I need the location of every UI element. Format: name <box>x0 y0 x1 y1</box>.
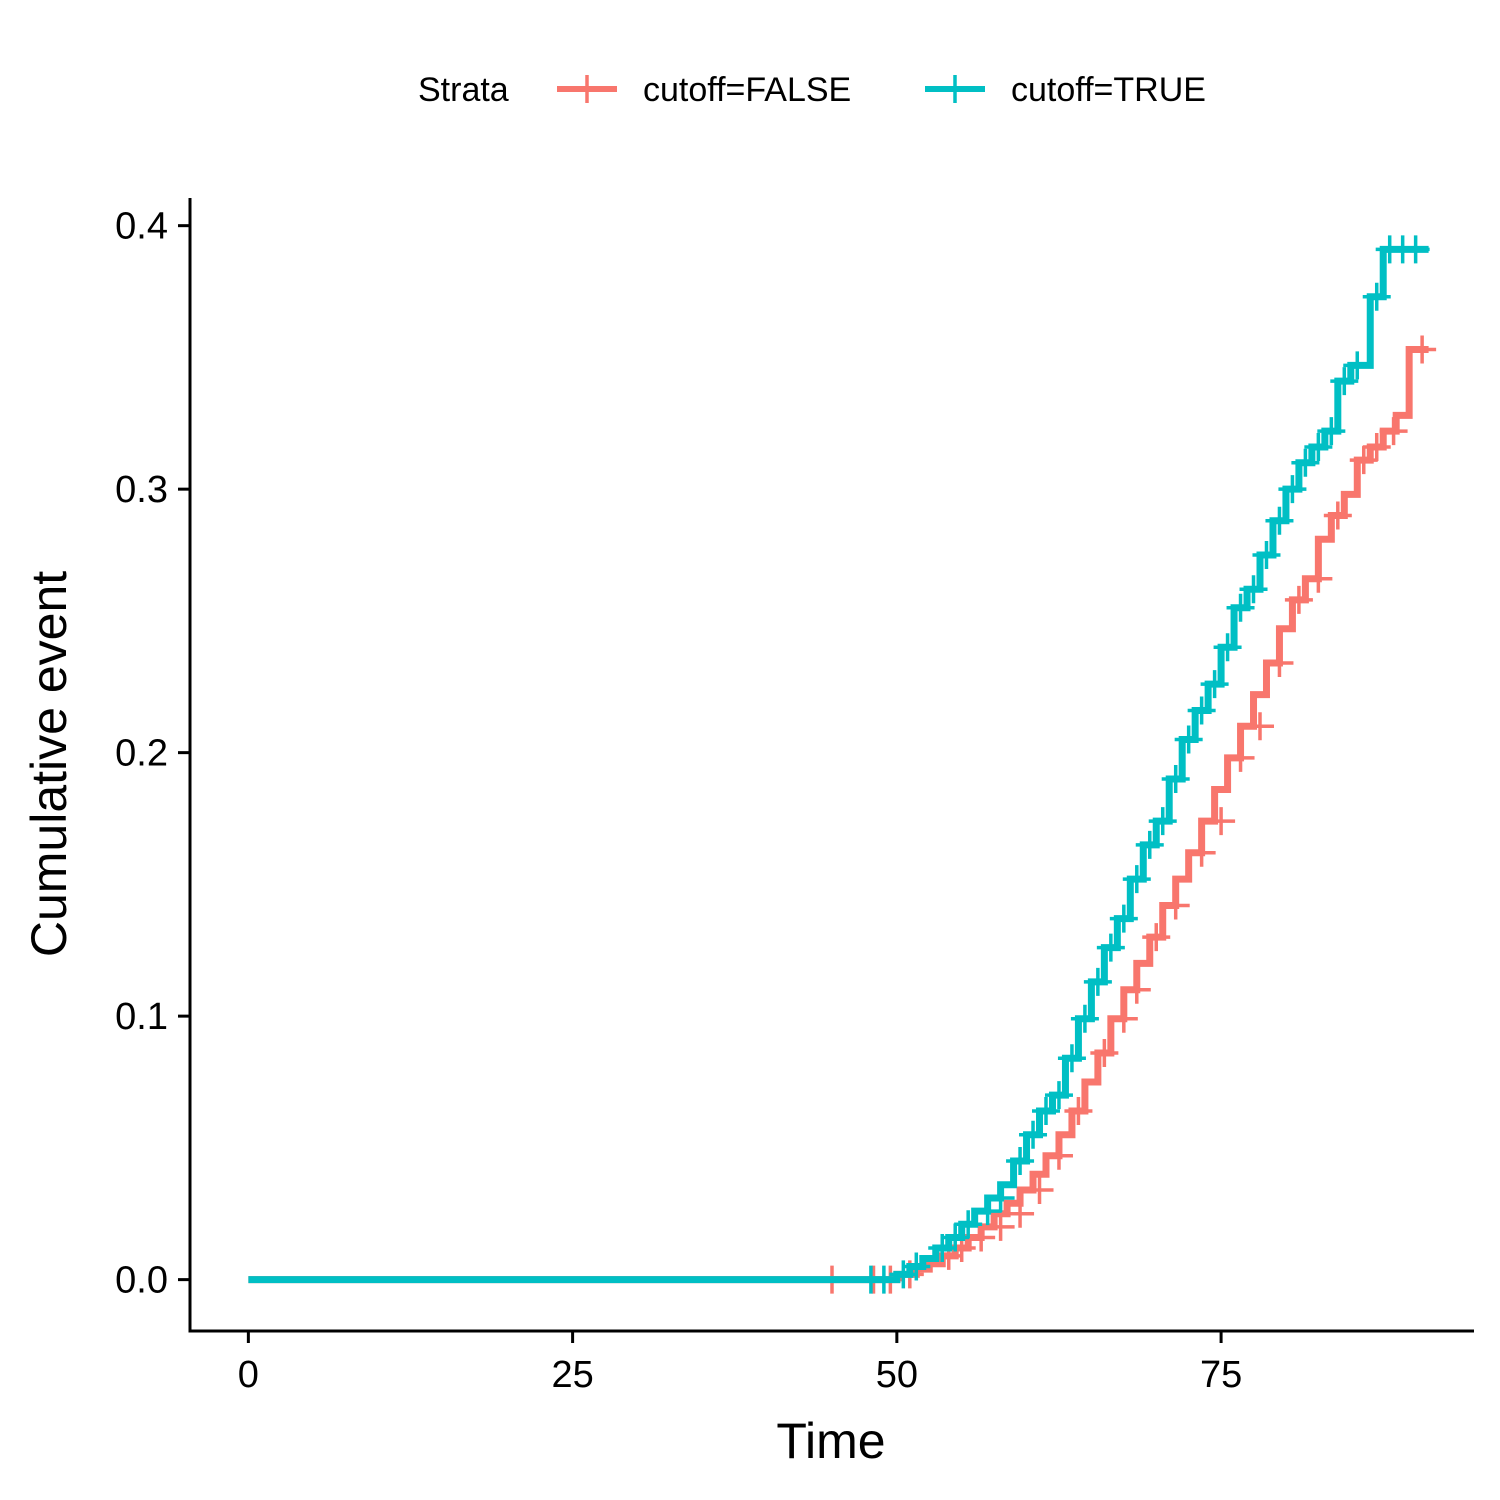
censor-mark <box>986 1212 1015 1241</box>
censor-mark <box>1323 501 1352 530</box>
axes: 0 25 50 75 0.0 0.1 0.2 0.3 0.4 <box>115 198 1474 1396</box>
censor-mark <box>1090 1039 1119 1068</box>
censor-mark <box>1187 696 1216 725</box>
censor-mark <box>1304 564 1333 593</box>
legend-swatch-mark <box>941 75 969 103</box>
censor-mark <box>1252 541 1281 570</box>
censor-mark <box>1096 933 1125 962</box>
censor-mark <box>973 1197 1002 1226</box>
censor-mark <box>1109 1004 1138 1033</box>
censor-mark <box>1161 764 1190 793</box>
censor-mark <box>1401 235 1430 264</box>
censor-mark <box>1187 838 1216 867</box>
censor-mark <box>986 1183 1015 1212</box>
x-tick-label: 50 <box>876 1354 918 1396</box>
censor-mark <box>1070 1004 1099 1033</box>
censor-mark <box>1265 506 1294 535</box>
censor-mark <box>1408 335 1437 364</box>
legend: Strata cutoff=FALSE cutoff=TRUE <box>418 71 1206 109</box>
censor-mark <box>941 1223 970 1252</box>
censor-mark <box>1148 807 1177 836</box>
censor-mark <box>1246 712 1274 741</box>
censor-mark <box>1057 1044 1086 1073</box>
censor-mark <box>1032 1096 1060 1125</box>
censor-mark <box>1025 1176 1054 1205</box>
censor-mark <box>1142 923 1171 952</box>
censor-mark <box>1044 1081 1073 1110</box>
censor-mark <box>1362 432 1391 461</box>
censor-mark <box>1239 575 1268 604</box>
censor-mark <box>1122 865 1151 894</box>
censor-mark <box>1044 1141 1073 1170</box>
censor-mark <box>1083 967 1112 996</box>
censor-mark <box>1304 432 1333 461</box>
censor-mark <box>1379 417 1408 446</box>
censor-mark <box>1265 649 1294 678</box>
legend-title: Strata <box>418 71 509 109</box>
censor-mark <box>967 1223 996 1252</box>
censor-mark <box>1019 1120 1048 1149</box>
censor-mark <box>1174 725 1203 754</box>
censor-mark <box>1226 743 1255 772</box>
censor-mark <box>1343 351 1372 380</box>
y-tick-label: 0.1 <box>115 996 168 1038</box>
legend-label: cutoff=TRUE <box>1011 71 1206 109</box>
censor-mark <box>1291 448 1320 477</box>
censor-mark <box>1317 417 1346 446</box>
censor-mark <box>1064 1096 1093 1125</box>
censor-mark <box>1362 282 1391 311</box>
censor-mark <box>1006 1147 1035 1176</box>
censor-mark <box>1200 670 1229 699</box>
censor-mark <box>1109 904 1138 933</box>
censor-mark <box>1122 975 1151 1004</box>
legend-item-1: cutoff=TRUE <box>925 71 1206 109</box>
censor-mark <box>1284 585 1313 614</box>
legend-item-0: cutoff=FALSE <box>557 71 851 109</box>
legend-label: cutoff=FALSE <box>643 71 851 109</box>
y-tick-label: 0.2 <box>115 733 168 775</box>
series-line <box>248 245 1429 1284</box>
censor-mark <box>1330 367 1359 396</box>
x-axis-title: Time <box>776 1413 885 1469</box>
y-tick-label: 0.0 <box>115 1260 168 1302</box>
censor-mark <box>1226 593 1255 622</box>
censor-mark <box>869 1265 898 1294</box>
x-tick-label: 25 <box>551 1354 593 1396</box>
censor-mark <box>902 1252 931 1281</box>
censor-mark <box>1161 891 1190 920</box>
censor-mark <box>1349 446 1378 475</box>
censor-mark <box>954 1210 983 1239</box>
censor-mark <box>1207 807 1236 836</box>
y-axis-title: Cumulative event <box>21 571 77 957</box>
x-tick-label: 75 <box>1200 1354 1242 1396</box>
series-1 <box>248 235 1430 1294</box>
y-tick-label: 0.3 <box>115 469 168 511</box>
x-tick-label: 0 <box>238 1354 259 1396</box>
censor-mark <box>1135 830 1164 859</box>
plot-area <box>248 235 1437 1294</box>
censor-mark <box>1006 1199 1035 1228</box>
series-line <box>248 346 1429 1284</box>
censor-mark <box>1213 633 1242 662</box>
legend-swatch-mark <box>573 75 601 103</box>
y-tick-label: 0.4 <box>115 206 168 248</box>
series-0 <box>248 335 1437 1294</box>
censor-mark <box>1278 475 1307 504</box>
